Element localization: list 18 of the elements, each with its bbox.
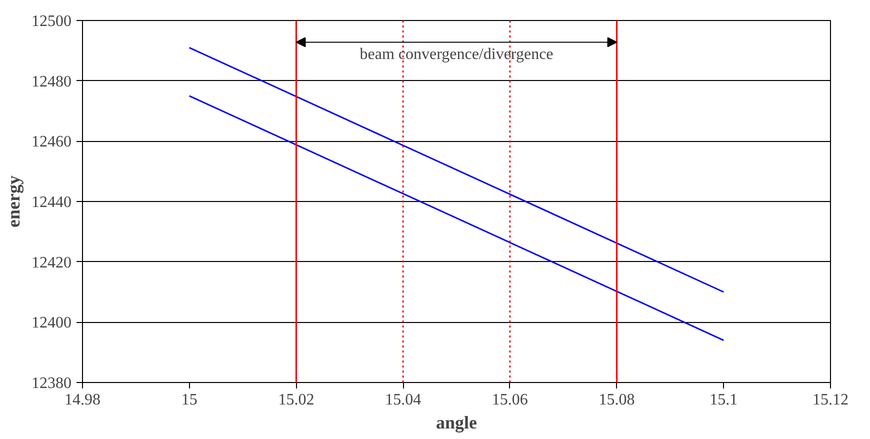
y-tick-label: 12500 (32, 13, 72, 30)
y-tick-label: 12380 (32, 375, 72, 392)
x-tick-label: 15.06 (492, 392, 528, 408)
y-tick-label: 12440 (32, 194, 72, 211)
y-tick-label: 12400 (32, 314, 72, 332)
y-tick-label: 12460 (32, 134, 72, 151)
y-axis-title: energy (4, 176, 24, 228)
x-tick-label: 15.04 (385, 392, 422, 408)
y-tick-label: 12420 (32, 254, 72, 272)
y-tick-label: 12480 (32, 73, 72, 90)
x-tick-label: 15.1 (710, 392, 738, 408)
x-tick-label: 15.02 (278, 392, 314, 408)
x-tick-label: 15.12 (812, 392, 848, 408)
x-tick-label: 15 (181, 392, 198, 408)
x-tick-label: 14.98 (64, 392, 100, 408)
x-tick-label: 15.08 (598, 392, 635, 408)
x-axis-title: angle (436, 412, 478, 432)
annotation: beam convergence/divergence (360, 46, 554, 64)
